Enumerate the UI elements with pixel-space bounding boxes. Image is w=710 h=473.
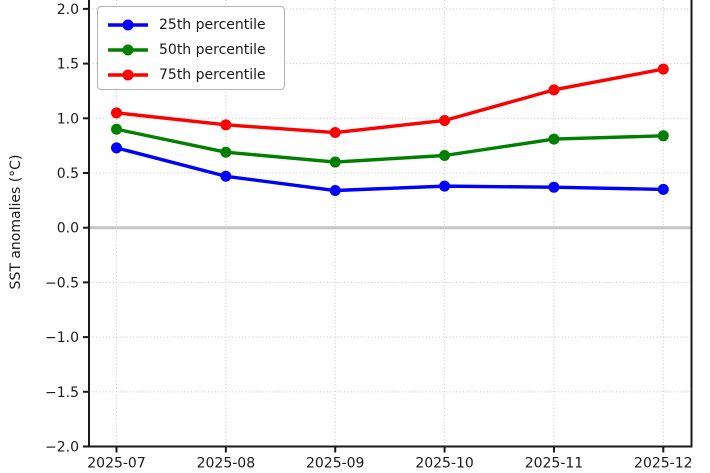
data-point-50th-percentile-2025-10	[439, 149, 451, 161]
data-point-50th-percentile-2025-12	[657, 130, 669, 142]
y-tick-label: −2.0	[45, 440, 79, 456]
data-point-75th-percentile-2025-07	[111, 107, 122, 119]
data-point-75th-percentile-2025-11	[548, 84, 560, 96]
x-tick-label: 2025-07	[87, 456, 146, 472]
legend-line-marker-icon	[108, 44, 148, 55]
y-tick-label: 2.0	[57, 2, 79, 18]
legend-item-50th-percentile: 50th percentile	[106, 37, 284, 62]
legend-line-marker-icon	[108, 69, 148, 80]
data-point-50th-percentile-2025-07	[111, 123, 122, 135]
series-line-50th-percentile	[114, 127, 665, 164]
y-tick-label: −1.0	[45, 330, 79, 346]
x-tick-label: 2025-12	[634, 456, 693, 472]
y-tick-label: 1.0	[57, 111, 79, 127]
legend-label: 25th percentile	[159, 16, 266, 33]
legend-item-75th-percentile: 75th percentile	[106, 62, 284, 87]
data-point-25th-percentile-2025-07	[111, 142, 122, 154]
y-tick-label: −1.5	[45, 385, 79, 401]
data-point-50th-percentile-2025-11	[548, 133, 560, 145]
x-tick-label: 2025-10	[415, 456, 474, 472]
y-tick-label: 1.5	[57, 57, 79, 73]
series-line-75th-percentile	[114, 67, 665, 135]
data-point-50th-percentile-2025-08	[220, 146, 232, 158]
data-point-50th-percentile-2025-09	[329, 156, 341, 168]
legend-label: 50th percentile	[159, 41, 266, 58]
x-tick-label: 2025-09	[306, 456, 365, 472]
data-point-25th-percentile-2025-10	[439, 180, 451, 192]
legend: 25th percentile 50th percentile 75th per…	[97, 6, 285, 90]
y-tick-label: 0.5	[57, 166, 79, 182]
y-axis-label: SST anomalies (°C)	[8, 154, 24, 290]
legend-label: 75th percentile	[159, 66, 266, 83]
data-point-25th-percentile-2025-08	[220, 170, 232, 182]
x-tick-label: 2025-11	[525, 456, 584, 472]
data-point-75th-percentile-2025-08	[220, 119, 232, 131]
data-point-25th-percentile-2025-12	[657, 183, 669, 195]
data-point-75th-percentile-2025-10	[439, 114, 451, 126]
legend-line-marker-icon	[108, 19, 148, 30]
legend-item-25th-percentile: 25th percentile	[106, 12, 284, 37]
y-tick-label: −0.5	[45, 275, 79, 291]
data-point-25th-percentile-2025-11	[548, 181, 560, 193]
data-point-75th-percentile-2025-12	[657, 63, 669, 75]
series-line-25th-percentile	[114, 146, 665, 193]
y-tick-label: 0.0	[57, 221, 79, 237]
data-point-25th-percentile-2025-09	[329, 185, 341, 197]
data-point-75th-percentile-2025-09	[329, 127, 341, 139]
x-tick-label: 2025-08	[197, 456, 256, 472]
